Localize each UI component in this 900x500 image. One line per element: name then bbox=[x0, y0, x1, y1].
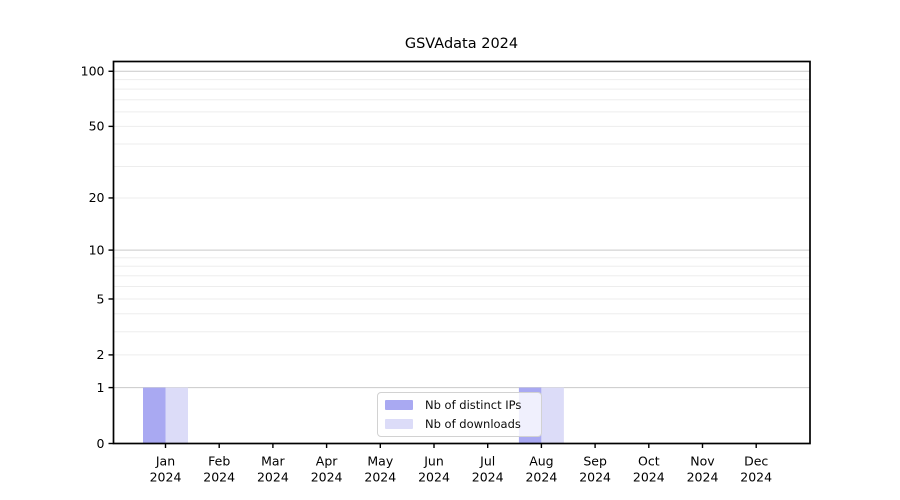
x-tick-label-month: Nov bbox=[690, 454, 715, 469]
x-tick-label-year: 2024 bbox=[579, 470, 611, 485]
x-tick-label-month: Oct bbox=[638, 454, 660, 469]
legend-swatch-downloads-icon bbox=[385, 419, 413, 429]
x-tick-label-year: 2024 bbox=[311, 470, 343, 485]
y-tick-label: 50 bbox=[89, 119, 105, 134]
x-tick-label-year: 2024 bbox=[364, 470, 396, 485]
legend-label-downloads: Nb of downloads bbox=[425, 417, 521, 431]
x-tick-label-year: 2024 bbox=[472, 470, 504, 485]
x-tick-label-year: 2024 bbox=[525, 470, 557, 485]
bar bbox=[165, 387, 188, 444]
x-tick-label-month: May bbox=[367, 454, 393, 469]
legend-item-distinct-ips: Nb of distinct IPs bbox=[385, 398, 541, 412]
x-tick-label-year: 2024 bbox=[150, 470, 182, 485]
y-tick-label: 100 bbox=[81, 64, 105, 79]
bar bbox=[541, 387, 564, 444]
x-tick-label-month: Jan bbox=[155, 454, 175, 469]
x-tick-label-year: 2024 bbox=[257, 470, 289, 485]
x-tick-label-month: Feb bbox=[208, 454, 230, 469]
x-tick-label-year: 2024 bbox=[740, 470, 772, 485]
y-tick-label: 2 bbox=[97, 347, 105, 362]
x-tick-label-month: Apr bbox=[316, 454, 338, 469]
x-tick-label-year: 2024 bbox=[418, 470, 450, 485]
x-tick-label-month: Jul bbox=[479, 454, 495, 469]
legend-swatch-distinct-ips-icon bbox=[385, 400, 413, 410]
y-tick-label: 20 bbox=[89, 190, 105, 205]
legend: Nb of distinct IPs Nb of downloads bbox=[377, 392, 542, 437]
chart-title: GSVAdata 2024 bbox=[404, 36, 519, 52]
x-tick-label-month: Dec bbox=[744, 454, 768, 469]
y-tick-label: 0 bbox=[97, 436, 105, 451]
x-tick-label-month: Sep bbox=[583, 454, 607, 469]
x-tick-label-year: 2024 bbox=[203, 470, 235, 485]
y-tick-label: 5 bbox=[97, 291, 105, 306]
x-tick-label-year: 2024 bbox=[633, 470, 665, 485]
legend-label-distinct-ips: Nb of distinct IPs bbox=[425, 398, 522, 412]
plot-border bbox=[112, 60, 811, 445]
y-tick-label: 1 bbox=[97, 380, 105, 395]
legend-item-downloads: Nb of downloads bbox=[385, 417, 541, 431]
x-tick-label-month: Jun bbox=[423, 454, 444, 469]
y-tick-label: 10 bbox=[89, 242, 105, 257]
x-tick-label-month: Mar bbox=[261, 454, 285, 469]
bar bbox=[143, 387, 166, 444]
x-tick-label-month: Aug bbox=[529, 454, 553, 469]
x-tick-label-year: 2024 bbox=[687, 470, 719, 485]
